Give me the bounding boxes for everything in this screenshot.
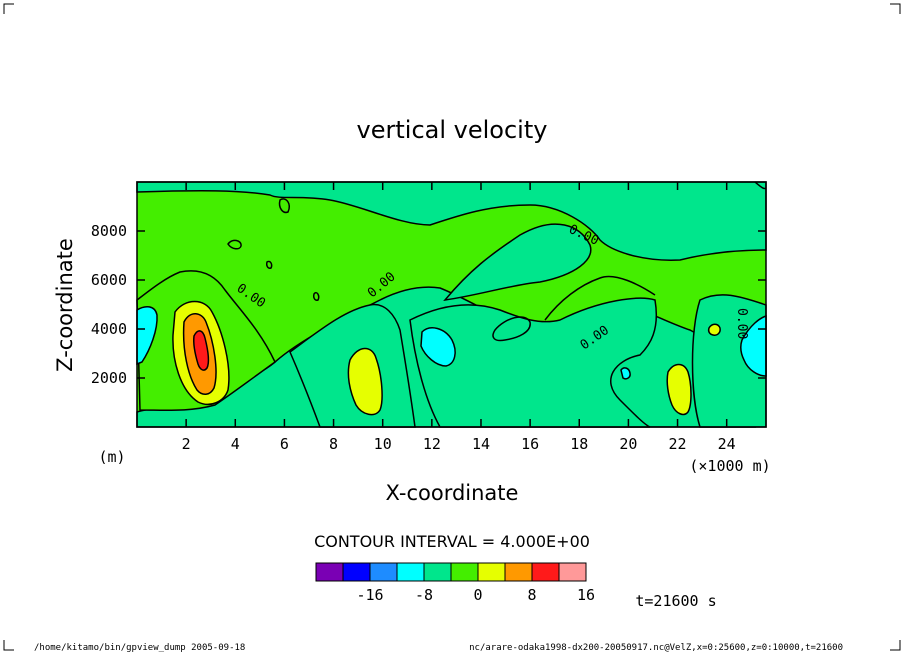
- plot-area: 0.00 0.00 0.00 0.00 0.00 2 4 6 8 10 12 14 16 18 2…: [91, 181, 767, 453]
- colorbar-swatch: [396, 562, 425, 582]
- x-tick-label: 18: [570, 435, 588, 453]
- region-negative-left: [136, 305, 158, 366]
- colorbar-swatch: [504, 562, 533, 582]
- colorbar-swatch: [342, 562, 371, 582]
- y-tick-label: 4000: [91, 320, 127, 338]
- x-tick-label: 4: [231, 435, 240, 453]
- y-tick-label: 6000: [91, 271, 127, 289]
- x-tick-label: 2: [182, 435, 191, 453]
- region-negative-right: [739, 314, 767, 377]
- region-negative-small: [620, 367, 631, 380]
- footer-right: nc/arare-odaka1998-dx200-20050917.nc@Vel…: [469, 643, 843, 653]
- x-tick-label: 6: [280, 435, 289, 453]
- colorbar-swatch: [423, 562, 452, 582]
- colorbar-swatch: [450, 562, 479, 582]
- contour-interval: CONTOUR INTERVAL = 4.000E+00: [314, 532, 590, 551]
- colorbar-tick-label: -8: [415, 586, 433, 604]
- x-tick-label: 10: [374, 435, 392, 453]
- colorbar-swatch: [369, 562, 398, 582]
- y-tick-label: 8000: [91, 222, 127, 240]
- y-tick-label: 2000: [91, 369, 127, 387]
- x-tick-label: 12: [423, 435, 441, 453]
- region-yellow-right: [666, 363, 692, 416]
- time-label: t=21600 s: [635, 592, 716, 610]
- contour-label: 0.00: [734, 308, 749, 339]
- region-negative-center: [420, 327, 456, 367]
- colorbar-tick-label: -16: [356, 586, 383, 604]
- region-yellow-small: [707, 323, 721, 336]
- region-zero-tongue: [443, 223, 592, 302]
- x-tick-label: 24: [718, 435, 736, 453]
- colorbar-swatch: [531, 562, 560, 582]
- plot-frame: [136, 181, 767, 428]
- x-axis-label: X-coordinate: [386, 481, 519, 505]
- colorbar-swatch: [315, 562, 344, 582]
- x-axis-unit: (×1000 m): [689, 457, 770, 475]
- corner-marks: [3, 3, 901, 651]
- x-ticks: 2 4 6 8 10 12 14 16 18 20 22 24: [182, 182, 736, 453]
- y-axis-label: Z-coordinate: [53, 238, 77, 372]
- region-red-left: [193, 330, 210, 371]
- y-axis-unit: (m): [98, 448, 125, 466]
- small-contour-loops: [227, 181, 767, 342]
- colorbar-tick-label: 8: [527, 586, 536, 604]
- x-tick-label: 8: [329, 435, 338, 453]
- colorbar-labels: -16 -8 0 8 16: [356, 586, 595, 604]
- colorbar-tick-label: 16: [577, 586, 595, 604]
- colorbar-tick-label: 0: [473, 586, 482, 604]
- x-tick-label: 16: [521, 435, 539, 453]
- colorbar-swatch: [558, 562, 587, 582]
- chart-title: vertical velocity: [357, 116, 548, 144]
- y-ticks: 2000 4000 6000 8000: [91, 222, 766, 387]
- colorbar-swatch: [477, 562, 506, 582]
- region-zero-upper: [136, 181, 767, 261]
- x-tick-label: 20: [619, 435, 637, 453]
- x-tick-label: 22: [669, 435, 687, 453]
- footer-left: /home/kitamo/bin/gpview_dump 2005-09-18: [34, 643, 245, 653]
- x-tick-label: 14: [472, 435, 490, 453]
- region-yellow-center: [347, 347, 383, 416]
- colorbar: [315, 562, 587, 582]
